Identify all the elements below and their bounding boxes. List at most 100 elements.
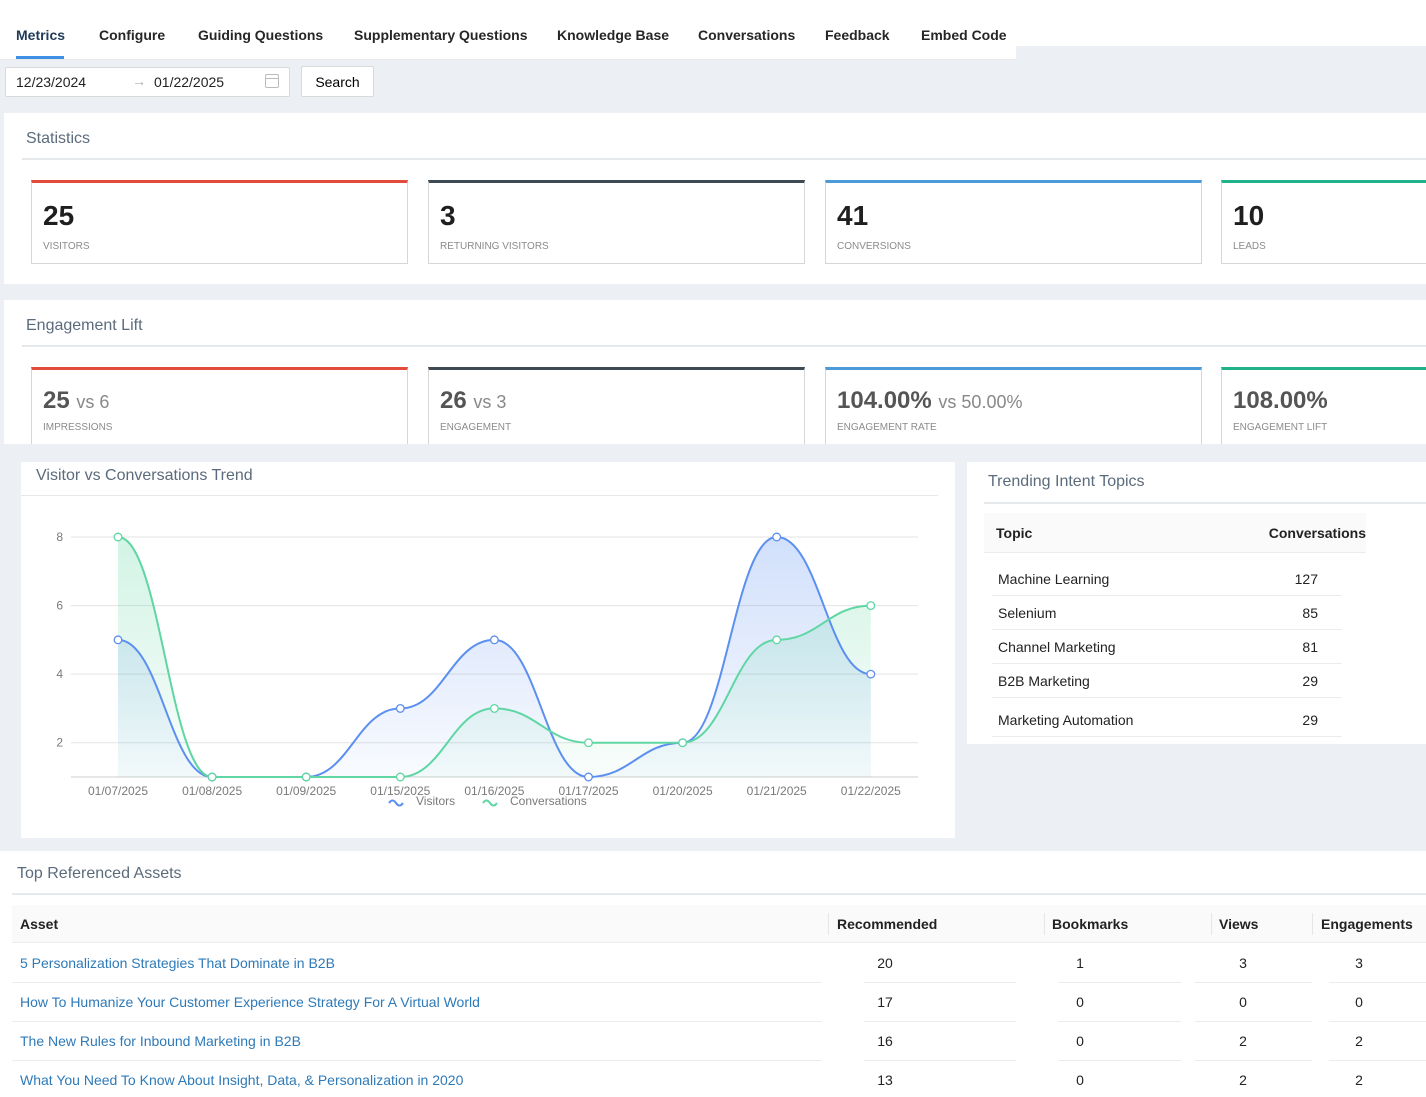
y-tick-label: 2 xyxy=(56,736,63,750)
topic-column-header[interactable]: Topic xyxy=(996,525,1033,541)
active-tab-indicator xyxy=(16,56,64,59)
trend-title: Visitor vs Conversations Trend xyxy=(36,467,253,484)
tab-bar-extension xyxy=(1016,0,1426,46)
statistics-panel: Statistics 25 VISITORS 3 RETURNING VISIT… xyxy=(4,113,1426,284)
row-divider xyxy=(1058,1021,1181,1022)
x-tick-label: 01/16/2025 xyxy=(464,784,524,798)
y-tick-label: 6 xyxy=(56,599,63,613)
returning-visitors-value: 3 xyxy=(440,200,456,231)
engagement-lift-value: 108.00% xyxy=(1233,387,1328,414)
asset-row: What You Need To Know About Insight, Dat… xyxy=(12,1061,1426,1097)
views-count: 2 xyxy=(1239,1072,1247,1088)
data-point-visitors xyxy=(113,635,123,645)
row-divider xyxy=(12,1060,822,1061)
x-tick-label: 01/20/2025 xyxy=(653,784,713,798)
statistics-title: Statistics xyxy=(26,130,91,147)
series-area-visitors xyxy=(118,537,871,777)
conversions-card: 41 CONVERSIONS xyxy=(825,180,1202,264)
data-point-conversations xyxy=(772,635,782,645)
data-point-conversations xyxy=(207,772,217,782)
topic-name: Channel Marketing xyxy=(998,639,1116,655)
legend-conversations-icon xyxy=(482,799,498,807)
bookmarks-count: 0 xyxy=(1076,1033,1084,1049)
engagement-rate-label: ENGAGEMENT RATE xyxy=(837,422,937,433)
data-point-visitors xyxy=(584,772,593,782)
row-divider xyxy=(864,982,1016,983)
date-start-input[interactable]: 12/23/2024 xyxy=(16,74,87,90)
row-divider xyxy=(864,1060,1016,1061)
tab-knowledge-base[interactable]: Knowledge Base xyxy=(557,27,670,43)
topic-name: Marketing Automation xyxy=(998,712,1134,728)
asset-link[interactable]: 5 Personalization Strategies That Domina… xyxy=(20,955,335,971)
data-point-conversations xyxy=(301,772,311,782)
calendar-icon[interactable] xyxy=(265,74,279,88)
x-tick-label: 01/21/2025 xyxy=(747,784,807,798)
visitors-value: 25 xyxy=(43,200,75,231)
tab-guiding-questions[interactable]: Guiding Questions xyxy=(198,27,324,43)
topic-name: Machine Learning xyxy=(998,571,1110,587)
topic-row: Marketing Automation 29 xyxy=(992,703,1342,737)
visitors-label: VISITORS xyxy=(43,241,90,252)
data-point-conversations xyxy=(866,601,876,611)
engagements-column-header[interactable]: Engagements xyxy=(1321,916,1413,932)
y-tick-label: 4 xyxy=(56,667,63,681)
engagement-lift-label: ENGAGEMENT LIFT xyxy=(1233,422,1328,433)
bookmarks-column-header[interactable]: Bookmarks xyxy=(1052,916,1129,932)
asset-row: 5 Personalization Strategies That Domina… xyxy=(12,944,1426,983)
impressions-label: IMPRESSIONS xyxy=(43,422,113,433)
engagement-value: 26 vs 3 xyxy=(440,387,507,414)
views-column-header[interactable]: Views xyxy=(1219,916,1259,932)
topic-count: 85 xyxy=(1302,605,1318,621)
data-point-conversations xyxy=(678,738,688,748)
tab-supplementary-questions[interactable]: Supplementary Questions xyxy=(354,27,528,43)
engagements-count: 0 xyxy=(1355,994,1363,1010)
views-count: 0 xyxy=(1239,994,1247,1010)
visitors-card: 25 VISITORS xyxy=(31,180,408,264)
divider xyxy=(12,893,1426,895)
engagement-lift-card: 108.00% ENGAGEMENT LIFT xyxy=(1221,367,1426,444)
asset-link[interactable]: What You Need To Know About Insight, Dat… xyxy=(20,1072,464,1088)
row-divider xyxy=(12,982,822,983)
data-point-conversations xyxy=(584,738,593,748)
conversations-column-header[interactable]: Conversations xyxy=(1268,525,1366,541)
topic-name: Selenium xyxy=(998,605,1057,621)
data-point-visitors xyxy=(866,669,876,679)
date-range-picker[interactable]: 12/23/2024 → 01/22/2025 xyxy=(5,67,290,97)
asset-link[interactable]: How To Humanize Your Customer Experience… xyxy=(20,994,480,1010)
leads-value: 10 xyxy=(1233,200,1265,231)
x-tick-label: 01/07/2025 xyxy=(88,784,148,798)
arrow-right-icon: → xyxy=(132,73,146,89)
asset-column-header[interactable]: Asset xyxy=(20,916,59,932)
engagements-count: 2 xyxy=(1355,1033,1363,1049)
search-button[interactable]: Search xyxy=(301,66,374,97)
tab-embed-code[interactable]: Embed Code xyxy=(921,27,1007,43)
x-tick-label: 01/09/2025 xyxy=(276,784,336,798)
row-divider xyxy=(1329,1060,1426,1061)
divider xyxy=(22,345,1426,347)
leads-label: LEADS xyxy=(1233,241,1266,252)
topic-count: 127 xyxy=(1294,571,1318,587)
row-divider xyxy=(1058,1060,1181,1061)
leads-card: 10 LEADS xyxy=(1221,180,1426,264)
tab-conversations[interactable]: Conversations xyxy=(698,27,796,43)
row-divider xyxy=(864,1021,1016,1022)
views-count: 3 xyxy=(1239,955,1247,971)
conversions-value: 41 xyxy=(837,200,869,231)
y-tick-label: 8 xyxy=(56,530,63,544)
tab-configure[interactable]: Configure xyxy=(99,27,166,43)
column-separator xyxy=(1211,913,1212,935)
x-tick-label: 01/17/2025 xyxy=(558,784,618,798)
topics-title: Trending Intent Topics xyxy=(988,473,1145,490)
topic-count: 29 xyxy=(1302,673,1318,689)
legend-visitors-label: Visitors xyxy=(416,794,455,808)
divider xyxy=(21,495,938,496)
row-divider xyxy=(1329,1021,1426,1022)
series-line-conversations xyxy=(117,536,871,779)
recommended-column-header[interactable]: Recommended xyxy=(837,916,938,932)
recommended-count: 13 xyxy=(877,1072,893,1088)
date-end-input[interactable]: 01/22/2025 xyxy=(154,74,225,90)
asset-link[interactable]: The New Rules for Inbound Marketing in B… xyxy=(20,1033,301,1049)
engagement-lift-title: Engagement Lift xyxy=(26,317,143,334)
tab-feedback[interactable]: Feedback xyxy=(825,27,890,43)
tab-metrics[interactable]: Metrics xyxy=(16,27,66,43)
